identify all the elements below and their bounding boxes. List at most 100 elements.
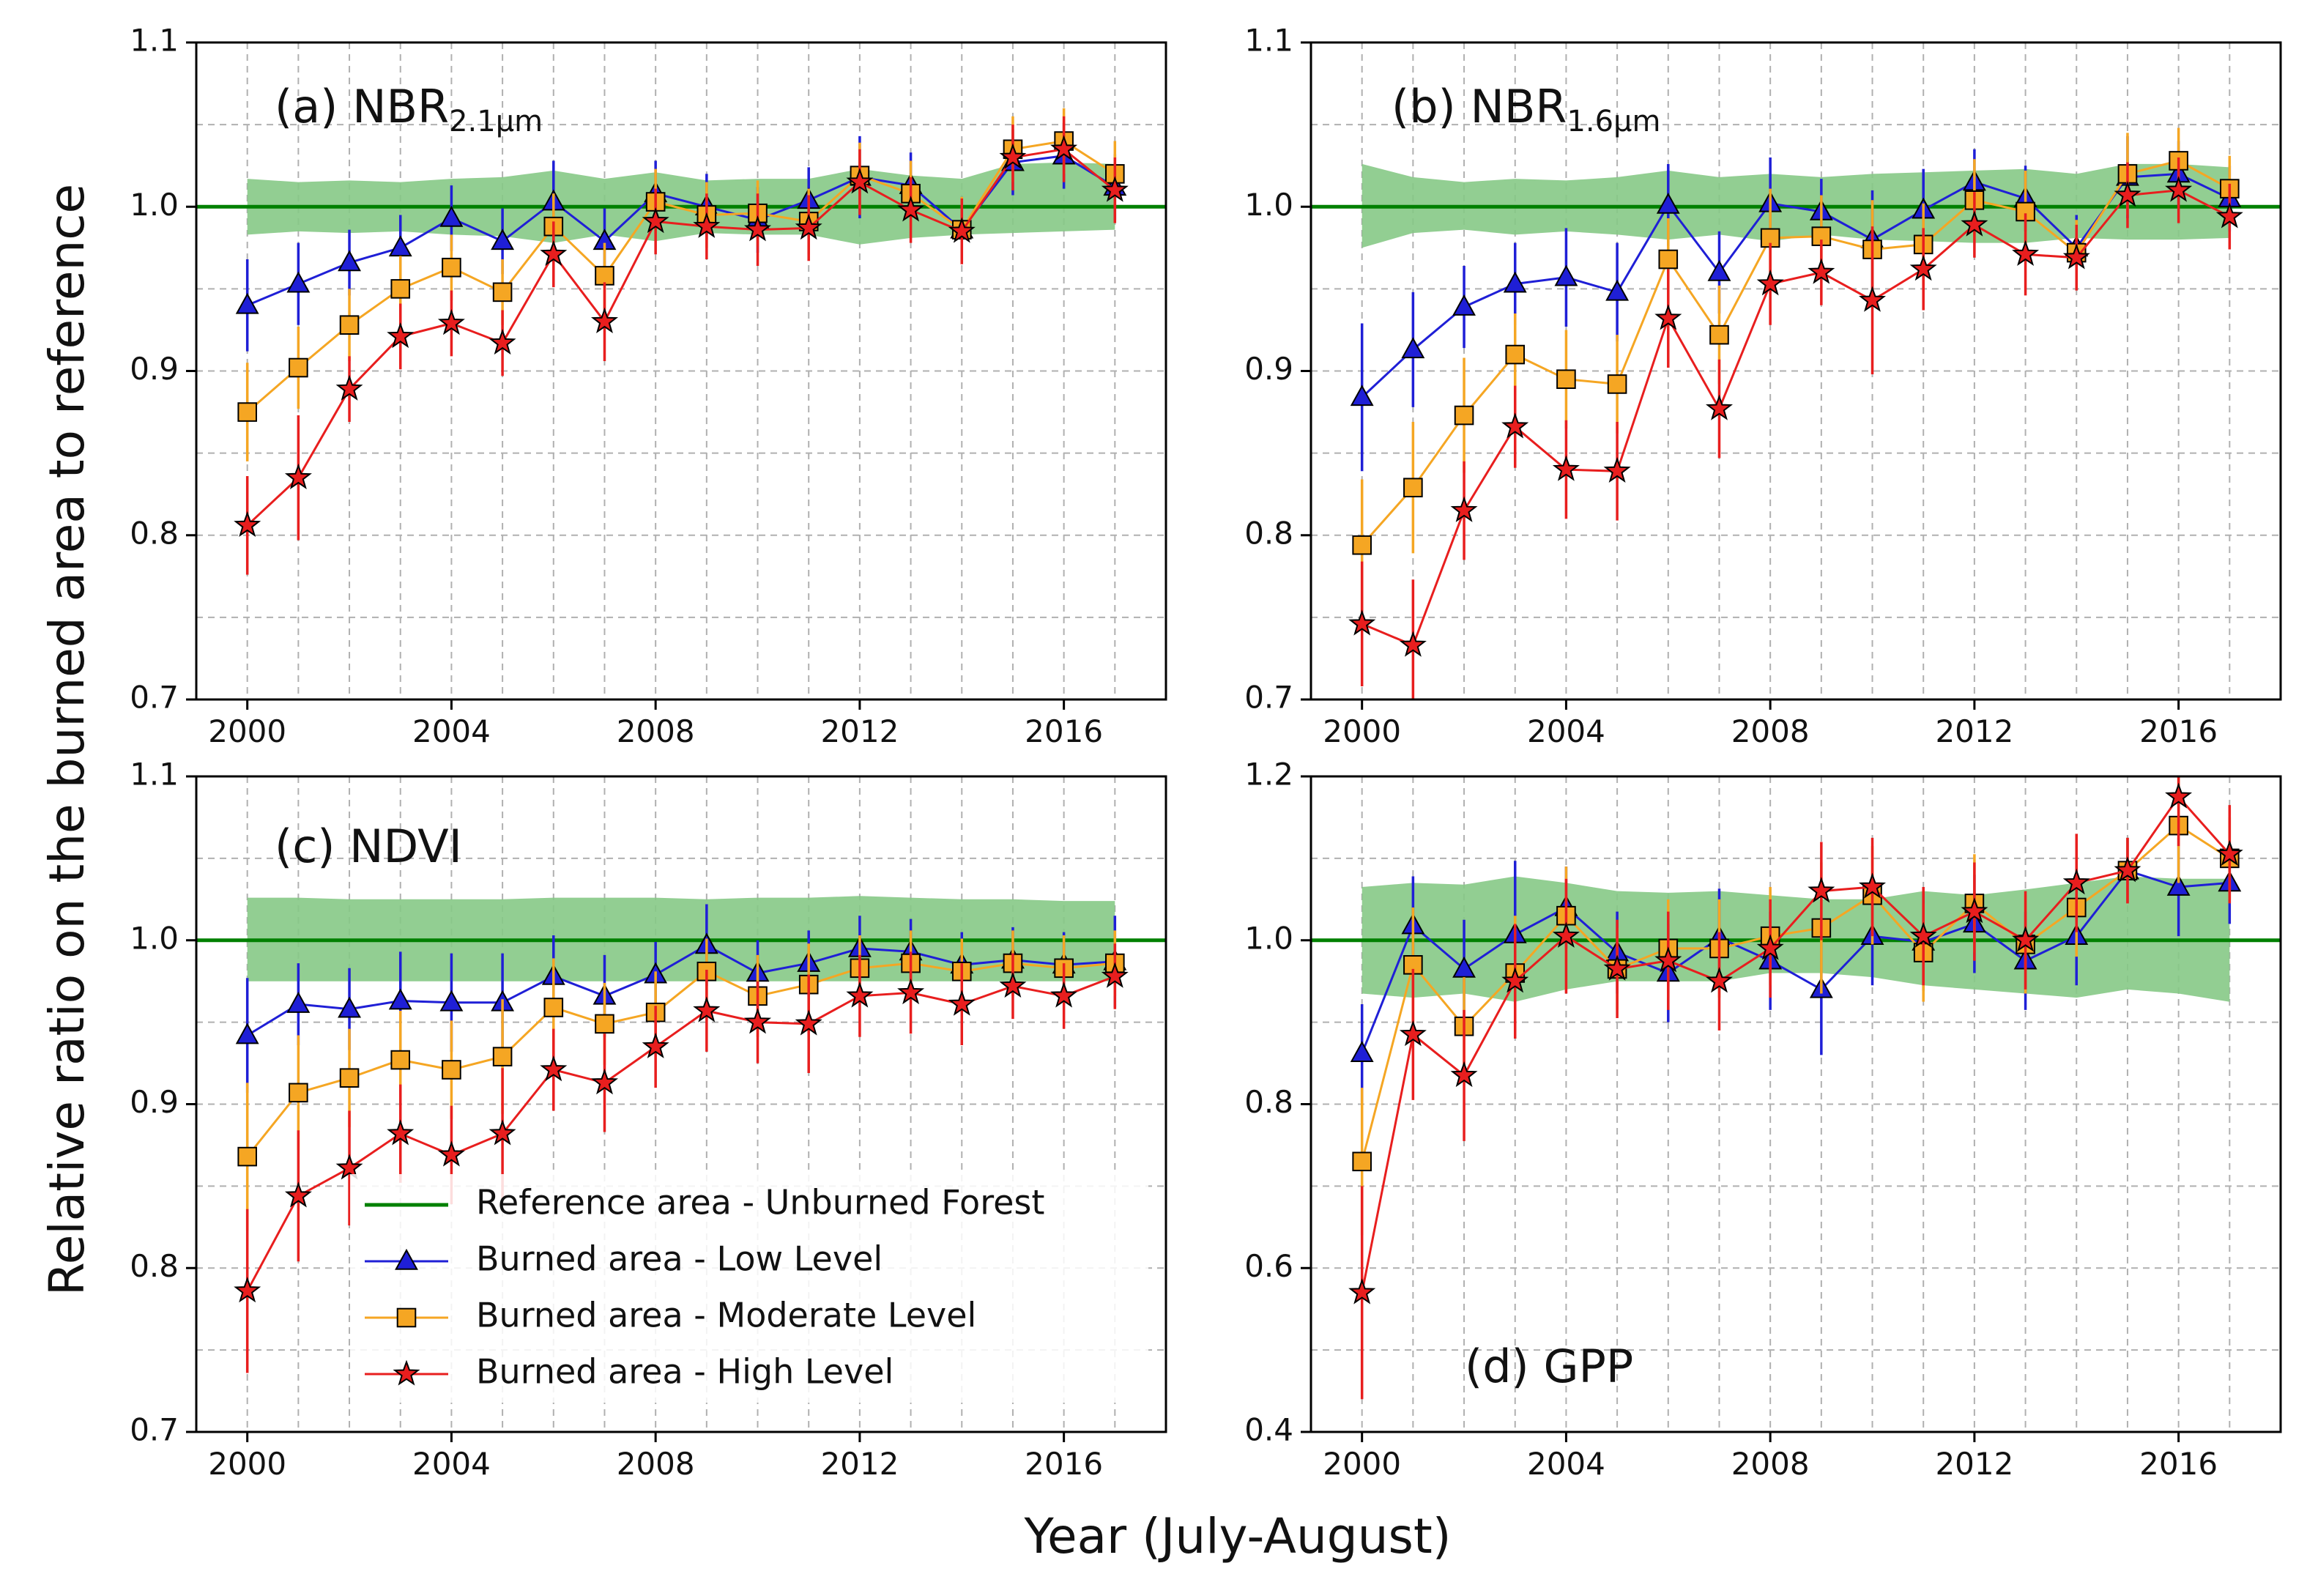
legend-entry-high: Burned area - High Level xyxy=(365,1352,894,1392)
panel-b-ytick-label: 0.7 xyxy=(1244,680,1293,716)
panel-c-moderate-point xyxy=(339,1068,360,1088)
panel-b-high-point xyxy=(1348,609,1376,636)
legend-entry-reference: Reference area - Unburned Forest xyxy=(365,1183,1044,1222)
panel-c-ytick-label: 1.0 xyxy=(130,920,179,956)
panel-b-moderate-point xyxy=(1505,344,1526,365)
panel-a-low-point xyxy=(388,235,412,257)
panel-d-low-point xyxy=(1350,1041,1374,1062)
panel-b-high-point xyxy=(1808,258,1835,284)
panel-c-moderate-point xyxy=(237,1146,257,1167)
panel-d-high-point xyxy=(1501,967,1529,993)
panel-d: 2000 2004 2008 2012 2016 0.4 0.6 0.8 1.0 1.2 (d) G… xyxy=(1244,757,2282,1482)
panel-a-ytick-label: 0.8 xyxy=(130,515,179,551)
panel-c-moderate-point xyxy=(442,1060,461,1080)
legend-label-moderate: Burned area - Moderate Level xyxy=(476,1296,976,1335)
panel-d-high-point xyxy=(1348,1278,1376,1304)
panel-b-low-point xyxy=(1401,337,1425,359)
panel-b-high-point xyxy=(1450,496,1478,522)
panel-d-xtick-label: 2008 xyxy=(1731,1446,1810,1482)
panel-b-low-point xyxy=(1707,259,1731,281)
panel-a-high-point xyxy=(743,215,772,242)
panel-a-moderate-point xyxy=(492,282,513,303)
panel-a-high-point xyxy=(999,143,1027,169)
panel-c-xtick-label: 2000 xyxy=(208,1446,286,1482)
panel-b-high-point xyxy=(2062,243,2090,270)
panel-c-ytick-label: 0.7 xyxy=(130,1412,179,1448)
panel-d-xtick-label: 2004 xyxy=(1527,1446,1605,1482)
panel-a-moderate-point xyxy=(442,257,461,278)
panel-a-title: (a) NBR2.1μm xyxy=(275,80,543,138)
panel-a-high-point xyxy=(590,307,619,333)
panel-b-title: (b) NBR1.6μm xyxy=(1392,80,1660,138)
panel-b-moderate-point xyxy=(1352,535,1372,555)
panel-d-high-point xyxy=(1756,934,1784,960)
panel-b-low-point xyxy=(1452,294,1476,316)
panel-a-ytick-label: 0.7 xyxy=(130,680,179,716)
panel-d-ytick-label: 0.4 xyxy=(1244,1412,1293,1448)
panel-c-ytick-label: 0.9 xyxy=(130,1084,179,1120)
legend-label-low: Burned area - Low Level xyxy=(476,1239,883,1279)
panel-a-low-point xyxy=(338,250,361,272)
panel-c-ytick-label: 0.8 xyxy=(130,1248,179,1284)
panel-a-xtick-label: 2000 xyxy=(208,713,286,749)
panel-b-high-point xyxy=(2114,181,2141,207)
panel-d-high-point xyxy=(1399,1020,1427,1047)
panel-b-ytick-label: 0.8 xyxy=(1244,515,1293,551)
panel-a-high-point xyxy=(897,196,925,222)
panel-b-moderate-point xyxy=(1556,369,1576,390)
panel-c-xtick-label: 2004 xyxy=(412,1446,491,1482)
panel-b-xtick-label: 2004 xyxy=(1527,713,1605,749)
panel-d-high-point xyxy=(1961,897,1988,924)
panel-b-high-point xyxy=(2215,202,2243,229)
panel-c-low-point xyxy=(439,990,464,1012)
panel-d-xtick-label: 2000 xyxy=(1323,1446,1401,1482)
panel-b-low-point xyxy=(1656,192,1680,214)
panel-a-high-point xyxy=(1101,176,1129,202)
legend-marker-high xyxy=(393,1359,420,1386)
panel-c-high-point xyxy=(234,1277,261,1303)
panel-a-xtick-label: 2004 xyxy=(412,713,491,749)
legend-label-high: Burned area - High Level xyxy=(476,1352,894,1392)
legend-background xyxy=(350,1174,1148,1403)
panel-b-high-point xyxy=(1501,412,1529,439)
panel-a-low-point xyxy=(491,229,515,250)
panel-d-low-point xyxy=(1452,956,1476,978)
panel-b-title-subscript: 1.6μm xyxy=(1567,105,1660,138)
panel-d-series-high xyxy=(1348,776,2243,1400)
panel-c-high-point xyxy=(999,971,1027,998)
panel-d-high-point xyxy=(2165,782,2193,809)
panel-a-high-point xyxy=(234,511,261,537)
panel-b-moderate-line xyxy=(1361,159,2231,546)
panel-d-ytick-label: 0.8 xyxy=(1244,1084,1293,1120)
panel-a-xtick-label: 2012 xyxy=(820,713,899,749)
shared-y-axis-label: Relative ratio on the burned area to ref… xyxy=(39,184,95,1296)
panel-c-low-point xyxy=(235,1022,259,1044)
panel-a-low-point xyxy=(439,205,464,227)
panel-d-ytick-label: 0.6 xyxy=(1244,1248,1293,1284)
panel-a-high-point xyxy=(540,240,568,267)
panel-c-high-point xyxy=(1101,962,1129,988)
panel-c-high-point xyxy=(540,1055,568,1082)
panel-c-xtick-label: 2016 xyxy=(1025,1446,1103,1482)
panel-a-low-point xyxy=(286,271,311,293)
panel-c-xtick-label: 2008 xyxy=(617,1446,695,1482)
panel-a-high-line xyxy=(246,148,1116,527)
panel-b-moderate-point xyxy=(1709,324,1729,345)
legend-marker-high-shape xyxy=(393,1359,420,1386)
panel-b-high-point xyxy=(1603,456,1631,483)
panel-b: 2000 2004 2008 2012 2016 0.7 0.8 0.9 1.0 1.1 (b) N… xyxy=(1244,23,2282,749)
panel-a-high-point xyxy=(795,213,822,240)
panel-b-high-line xyxy=(1361,189,2230,647)
panel-b-ytick-label: 1.1 xyxy=(1244,23,1293,59)
panel-c-series-high xyxy=(234,943,1129,1373)
panel-a-series-high xyxy=(234,116,1129,575)
panel-d-high-point xyxy=(2114,856,2141,883)
panel-c-high-point xyxy=(693,996,721,1022)
panel-d-high-point xyxy=(1909,921,1937,948)
legend-label-reference: Reference area - Unburned Forest xyxy=(476,1183,1044,1222)
panel-b-high-point xyxy=(1399,631,1427,657)
panel-c-high-point xyxy=(846,981,874,1008)
legend-marker-low-shape xyxy=(395,1248,418,1270)
legend-marker-moderate-shape xyxy=(396,1307,417,1328)
panel-a-high-point xyxy=(488,328,516,355)
